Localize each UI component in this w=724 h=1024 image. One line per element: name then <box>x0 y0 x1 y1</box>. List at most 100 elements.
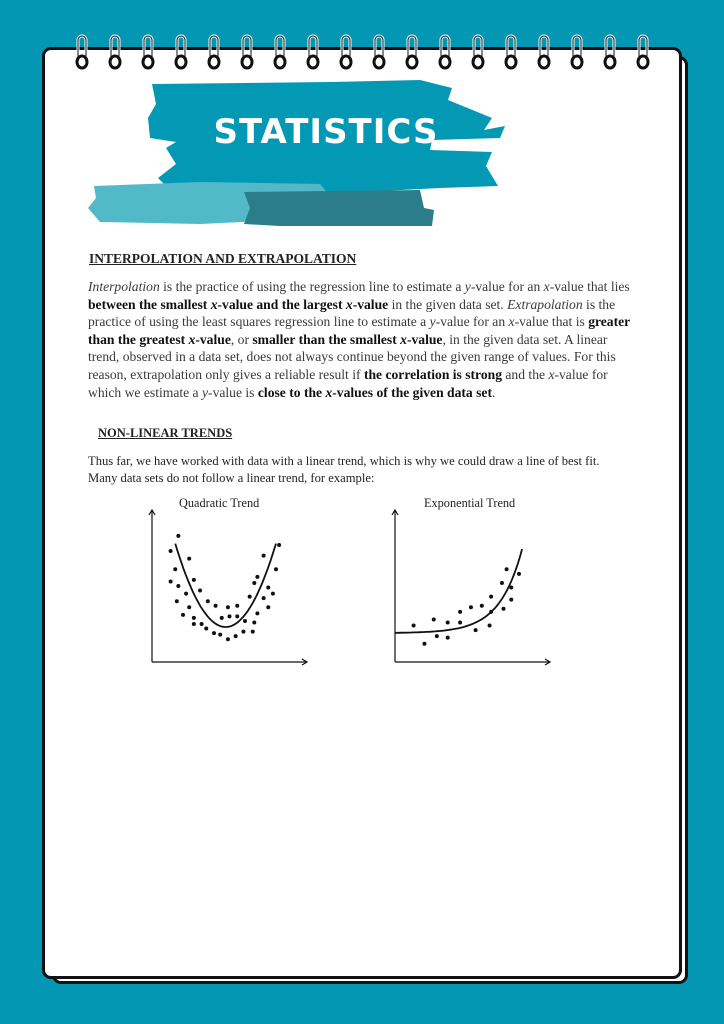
data-point <box>487 623 492 628</box>
paragraph-segment: , in the given data set. A linear trend,… <box>88 331 616 382</box>
paragraph-segment: -value is <box>208 384 258 400</box>
binding-ring <box>504 34 518 70</box>
data-point <box>255 611 260 616</box>
data-point <box>235 614 240 619</box>
paragraph-segment: y <box>202 384 209 400</box>
data-point <box>266 585 271 590</box>
binding-ring <box>75 34 89 70</box>
binding-ring <box>306 34 320 70</box>
paragraph-segment: close to the <box>257 384 326 400</box>
binding-ring <box>141 34 155 70</box>
data-point <box>243 618 247 623</box>
binding-ring <box>240 34 254 70</box>
binding-ring <box>273 34 287 70</box>
binding-ring <box>108 34 122 70</box>
x-axis-arrow <box>301 658 309 666</box>
paragraph-segment: -value for which we estimate a <box>88 366 608 400</box>
data-point <box>181 612 185 617</box>
paragraph-segment: y <box>464 279 471 294</box>
brush-stroke-banner <box>88 80 505 226</box>
data-point <box>509 585 514 590</box>
nonlinear-paragraph: Thus far, we have worked with data with … <box>88 454 600 485</box>
paragraph-segment: -value <box>406 331 443 347</box>
data-point <box>191 615 196 620</box>
data-point <box>458 620 463 625</box>
data-point <box>235 603 240 608</box>
data-point <box>191 622 196 626</box>
binding-ring <box>372 34 386 70</box>
paragraph-segment: , or <box>230 331 253 347</box>
data-point <box>274 567 278 572</box>
y-axis-arrow <box>391 508 399 516</box>
data-point <box>212 631 216 636</box>
data-point <box>225 637 230 642</box>
paragraph-segment: -values of the given data set <box>332 384 492 400</box>
data-point <box>187 556 192 561</box>
data-point <box>431 617 436 622</box>
binding-ring <box>537 34 551 70</box>
paragraph-segment: -value <box>195 331 231 347</box>
data-point <box>277 542 282 547</box>
data-point <box>255 574 260 579</box>
data-point <box>489 609 494 614</box>
data-point <box>213 603 218 608</box>
paragraph-segment: in the given data set. <box>388 296 508 312</box>
data-point <box>411 623 416 628</box>
data-point <box>261 596 266 601</box>
data-point <box>191 577 196 582</box>
data-point <box>225 605 230 610</box>
paragraph-segment: x <box>188 331 196 347</box>
binding-ring <box>471 34 485 70</box>
paragraph-segment: x <box>345 296 353 312</box>
paragraph-segment: . <box>491 384 496 400</box>
paragraph-segment: -value <box>352 296 389 312</box>
binding-ring <box>405 34 419 70</box>
paragraph-segment: Extrapolation <box>507 296 583 312</box>
data-point <box>252 620 257 625</box>
paragraph-segment: x <box>325 384 333 400</box>
paragraph-segment: -value that lies <box>549 279 630 294</box>
data-point <box>270 591 275 596</box>
paragraph-segment: is the practice of using the least squar… <box>88 296 616 330</box>
data-point <box>504 567 509 572</box>
data-point <box>176 533 181 538</box>
data-point <box>434 634 439 639</box>
chart-title-quadratic: Quadratic Trend <box>179 496 260 510</box>
data-point <box>501 606 506 611</box>
data-point <box>445 635 450 640</box>
section-heading-nonlinear: NON-LINEAR TRENDS <box>98 426 233 440</box>
paragraph-segment: -value for an <box>435 314 509 330</box>
data-point <box>205 599 210 604</box>
binding-ring <box>570 34 584 70</box>
data-point <box>509 597 514 602</box>
data-point <box>204 626 209 631</box>
data-point <box>473 628 478 633</box>
data-point <box>517 571 521 576</box>
data-point <box>266 605 271 610</box>
chart-1 <box>391 508 552 666</box>
section-heading-interpolation: INTERPOLATION AND EXTRAPOLATION <box>89 251 357 266</box>
interpolation-paragraph: Interpolation is the practice of using t… <box>88 278 636 401</box>
data-point <box>198 588 203 593</box>
brush-dark <box>244 190 434 226</box>
binding-ring <box>438 34 452 70</box>
binding-ring <box>603 34 617 70</box>
data-point <box>468 605 473 610</box>
paragraph-segment: smaller than the smallest <box>252 331 401 347</box>
trend-curve <box>174 543 277 628</box>
binding-ring <box>339 34 353 70</box>
data-point <box>252 580 257 585</box>
paragraph-segment: -value and the largest <box>217 296 346 312</box>
data-point <box>422 641 427 646</box>
paragraph-segment: -value that is <box>514 314 589 330</box>
binding-ring <box>207 34 221 70</box>
brush-main <box>148 80 505 196</box>
data-point <box>489 594 494 599</box>
paragraph-segment: x <box>543 279 550 294</box>
data-point <box>168 549 173 554</box>
data-point <box>479 603 484 608</box>
data-point <box>168 579 173 584</box>
paragraph-segment: between the smallest <box>88 296 211 312</box>
data-point <box>187 605 192 610</box>
